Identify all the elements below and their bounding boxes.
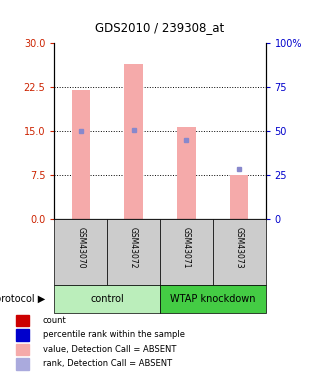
Text: GSM43073: GSM43073 xyxy=(235,227,244,269)
Text: percentile rank within the sample: percentile rank within the sample xyxy=(43,330,185,339)
Bar xyxy=(72,90,90,219)
Text: value, Detection Call = ABSENT: value, Detection Call = ABSENT xyxy=(43,345,176,354)
Bar xyxy=(16,329,29,341)
Bar xyxy=(160,219,213,285)
Bar xyxy=(54,219,107,285)
Bar xyxy=(230,176,248,219)
Bar xyxy=(107,219,160,285)
Text: control: control xyxy=(90,294,124,304)
Text: GDS2010 / 239308_at: GDS2010 / 239308_at xyxy=(95,21,225,34)
Text: protocol ▶: protocol ▶ xyxy=(0,294,45,304)
Bar xyxy=(124,64,143,219)
Bar xyxy=(16,315,29,326)
Bar xyxy=(177,126,196,219)
Bar xyxy=(54,285,160,313)
Text: GSM43071: GSM43071 xyxy=(182,227,191,269)
Text: GSM43070: GSM43070 xyxy=(76,227,85,269)
Bar xyxy=(213,219,266,285)
Bar xyxy=(16,344,29,355)
Text: GSM43072: GSM43072 xyxy=(129,227,138,269)
Text: rank, Detection Call = ABSENT: rank, Detection Call = ABSENT xyxy=(43,360,172,369)
Text: count: count xyxy=(43,316,67,325)
Text: WTAP knockdown: WTAP knockdown xyxy=(170,294,256,304)
Bar xyxy=(16,358,29,370)
Bar xyxy=(160,285,266,313)
